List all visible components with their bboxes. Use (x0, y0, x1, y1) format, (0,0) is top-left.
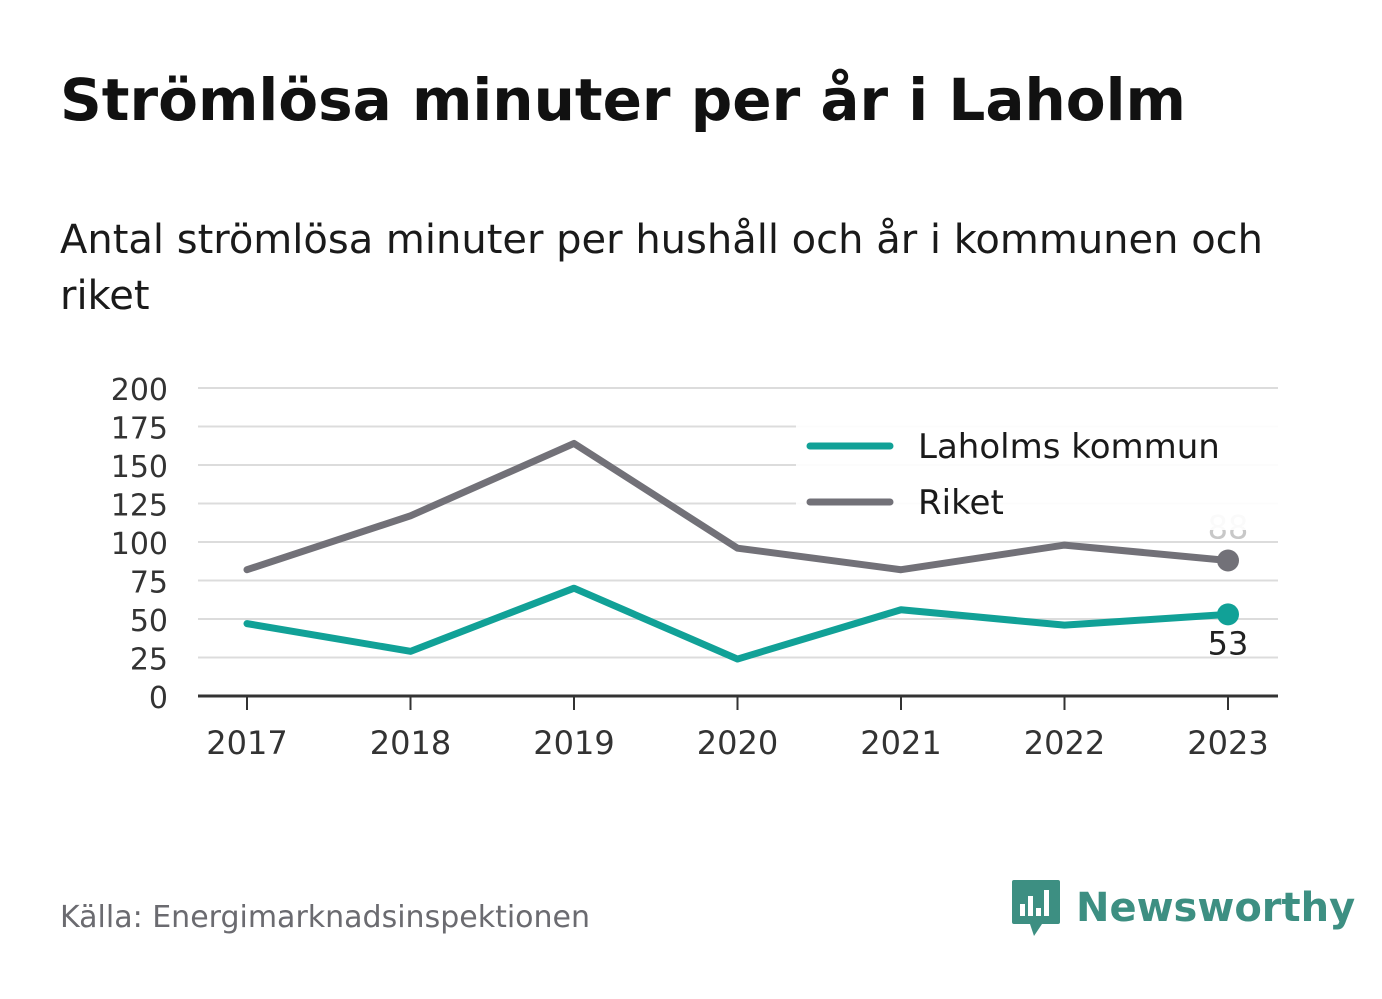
y-tick-label: 75 (130, 566, 168, 601)
x-tick-label: 2020 (697, 724, 778, 762)
x-tick-label: 2023 (1187, 724, 1268, 762)
x-tick-label: 2017 (206, 724, 287, 762)
series-end-label: 53 (1208, 624, 1249, 662)
y-tick-label: 50 (130, 604, 168, 639)
x-tick-label: 2018 (370, 724, 451, 762)
brand-name: Newsworthy (1076, 885, 1356, 931)
x-tick-label: 2022 (1024, 724, 1105, 762)
legend-label: Riket (918, 483, 1004, 523)
chart-subtitle: Antal strömlösa minuter per hushåll och … (60, 217, 1264, 319)
y-tick-label: 125 (111, 489, 168, 524)
y-tick-label: 200 (111, 373, 168, 408)
y-tick-label: 25 (130, 643, 168, 678)
y-tick-label: 175 (111, 412, 168, 447)
x-tick-label: 2019 (533, 724, 614, 762)
series-line-laholm (243, 584, 1232, 663)
series-end-point (1217, 603, 1239, 626)
y-tick-label: 0 (149, 681, 168, 716)
series-line-riket (243, 439, 1232, 574)
legend-background (796, 424, 1280, 530)
source-note: Källa: Energimarknadsinspektionen (60, 900, 591, 935)
x-tick-label: 2021 (860, 724, 941, 762)
chart-title: Strömlösa minuter per år i Laholm (60, 66, 1186, 134)
legend-label: Laholms kommun (918, 427, 1220, 467)
y-tick-label: 100 (111, 527, 168, 562)
newsworthy-logo-icon (1012, 880, 1060, 936)
brand-logo: Newsworthy (1010, 878, 1355, 938)
series-end-point (1217, 549, 1239, 572)
y-tick-label: 150 (111, 450, 168, 485)
